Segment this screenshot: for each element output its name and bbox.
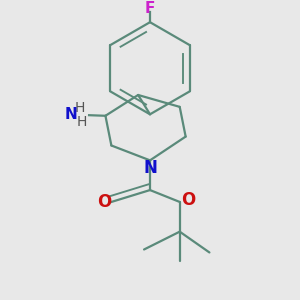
- Text: F: F: [145, 1, 155, 16]
- Text: H: H: [76, 115, 87, 129]
- Text: N: N: [65, 107, 78, 122]
- Text: O: O: [181, 191, 195, 209]
- Text: H: H: [75, 101, 86, 116]
- Text: N: N: [143, 159, 157, 177]
- Text: O: O: [97, 193, 111, 211]
